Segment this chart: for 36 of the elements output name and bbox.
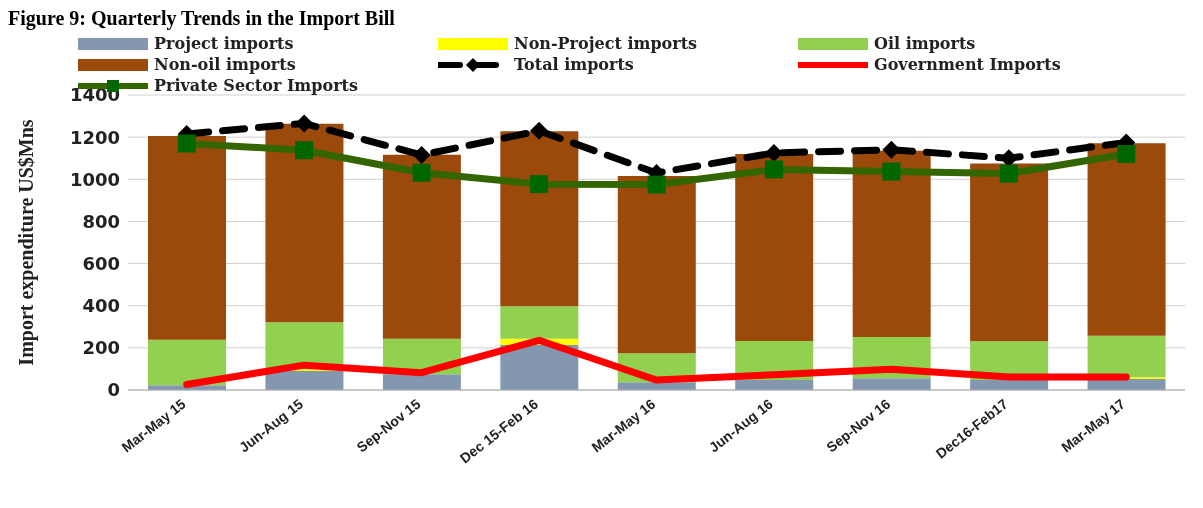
legend-label: Government Imports — [874, 55, 1061, 74]
legend-label: Project imports — [154, 34, 294, 53]
bar — [735, 380, 814, 390]
bar — [382, 154, 461, 339]
y-tick-label: 800 — [82, 210, 120, 232]
bar — [970, 163, 1049, 342]
y-tick-label: 200 — [82, 337, 120, 359]
bar — [1087, 143, 1166, 336]
bar — [500, 306, 579, 339]
y-tick-label: 1200 — [69, 126, 120, 148]
point — [295, 114, 314, 133]
bar — [265, 371, 344, 390]
y-tick-label: 400 — [82, 295, 120, 317]
bar — [265, 123, 344, 323]
bar — [852, 378, 931, 390]
y-tick-label: 600 — [82, 252, 120, 274]
legend-label: Non-oil imports — [154, 55, 296, 74]
bar — [617, 175, 696, 354]
chart-title: Figure 9: Quarterly Trends in the Import Bill — [8, 7, 396, 30]
bar — [970, 380, 1049, 390]
point — [530, 121, 549, 140]
legend-label: Total imports — [514, 55, 634, 74]
point — [412, 146, 431, 165]
y-tick-label: 1000 — [69, 168, 120, 190]
bar — [735, 154, 814, 341]
y-tick-label: 0 — [107, 379, 120, 401]
bar — [852, 150, 931, 337]
bar — [500, 131, 579, 307]
bar — [148, 339, 226, 386]
bar — [1087, 335, 1166, 378]
bar — [382, 374, 461, 390]
bar — [148, 136, 226, 340]
y-axis-title: Import expenditure US$Mns — [15, 119, 39, 366]
legend-label: Oil imports — [874, 34, 976, 53]
legend-label: Non-Project imports — [514, 34, 698, 53]
legend-label: Private Sector Imports — [154, 76, 358, 95]
